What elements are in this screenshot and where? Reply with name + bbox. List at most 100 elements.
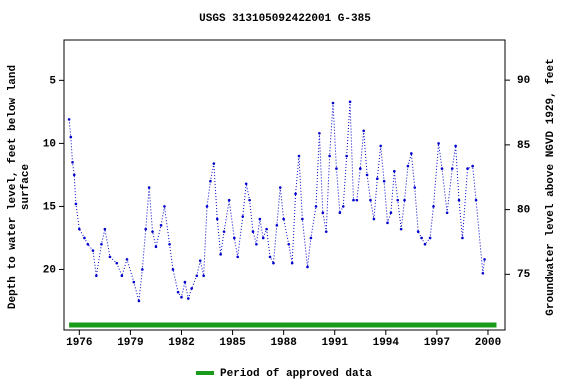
plot-frame (63, 39, 506, 331)
data-point (306, 265, 309, 269)
data-point (396, 198, 400, 202)
data-point (67, 118, 71, 121)
y2-tick-label: 90 (517, 75, 530, 87)
data-point (328, 154, 331, 158)
data-point (209, 179, 212, 183)
y2-tick-label: 75 (517, 269, 531, 281)
data-point (474, 198, 478, 202)
data-point (362, 129, 365, 133)
data-point (144, 227, 148, 231)
data-point (410, 152, 413, 155)
data-point (244, 182, 248, 186)
data-point (483, 258, 486, 261)
data-point (137, 299, 141, 303)
data-point (450, 167, 454, 170)
data-point (115, 261, 119, 265)
data-point (151, 230, 154, 233)
data-point (413, 186, 417, 189)
y-axis-label: surface (20, 164, 32, 211)
data-point (389, 211, 393, 215)
x-tick-label: 1994 (373, 337, 400, 349)
data-point (236, 255, 239, 259)
data-point (345, 154, 348, 158)
data-point (423, 242, 427, 246)
data-point (369, 198, 372, 202)
data-point (287, 242, 291, 246)
x-tick-label: 1988 (270, 337, 297, 349)
data-point (241, 215, 245, 218)
legend-label: Period of approved data (220, 368, 372, 380)
data-point (365, 173, 369, 177)
data-point (355, 198, 359, 202)
data-point (461, 236, 464, 240)
data-point (454, 144, 457, 148)
data-point (215, 217, 219, 221)
data-point (100, 242, 103, 246)
data-point (399, 227, 403, 231)
data-point (258, 217, 262, 221)
data-point (154, 245, 158, 249)
data-point (168, 242, 171, 246)
y-tick-label: 20 (43, 264, 56, 276)
data-point (403, 198, 406, 202)
y2-tick-label: 85 (517, 140, 531, 152)
x-tick-label: 2000 (475, 337, 501, 349)
data-point (186, 297, 190, 300)
data-point (358, 167, 362, 170)
data-point (341, 205, 345, 208)
y2-tick-label: 80 (517, 205, 530, 217)
data-point (183, 280, 187, 284)
data-point (309, 236, 313, 240)
data-point (219, 253, 222, 256)
y-axis-label: Depth to water level, feet below land (7, 65, 19, 309)
data-point (103, 227, 107, 231)
data-point (348, 100, 352, 104)
data-point (212, 162, 216, 165)
data-point (195, 274, 199, 278)
x-tick-label: 1982 (168, 337, 194, 349)
data-point (393, 169, 396, 173)
data-point (335, 167, 338, 170)
data-point (318, 132, 321, 135)
data-point (202, 274, 205, 278)
data-point (176, 290, 180, 294)
chart-title: USGS 313105092422001 G-385 (199, 13, 371, 25)
data-point (466, 167, 469, 170)
data-point (91, 249, 95, 252)
data-point (278, 186, 282, 189)
x-tick-label: 1991 (322, 337, 349, 349)
data-point (222, 230, 226, 233)
data-point (72, 173, 76, 177)
data-point (445, 211, 449, 215)
data-point (382, 179, 386, 183)
data-point (171, 268, 175, 271)
data-point (198, 259, 202, 262)
data-point (251, 230, 255, 233)
data-point (416, 230, 420, 233)
data-point (132, 280, 136, 284)
data-point (261, 236, 265, 240)
data-point (147, 186, 151, 189)
data-point (420, 236, 423, 240)
data-point (428, 236, 432, 240)
data-point (265, 227, 268, 231)
data-point (108, 255, 112, 259)
y-tick-label: 5 (49, 75, 56, 87)
data-point (314, 205, 318, 208)
data-point (205, 205, 209, 208)
data-point (386, 221, 389, 225)
data-point (141, 268, 144, 271)
data-point (190, 287, 194, 290)
data-point (432, 205, 435, 208)
data-point (74, 202, 78, 206)
data-point (372, 217, 376, 221)
data-point (481, 271, 485, 275)
data-point (248, 198, 251, 202)
data-point (71, 161, 74, 164)
data-point (83, 236, 86, 240)
x-tick-label: 1979 (117, 337, 143, 349)
data-point (294, 192, 297, 196)
data-point (163, 205, 166, 208)
data-point (180, 295, 183, 299)
data-point (120, 274, 124, 278)
